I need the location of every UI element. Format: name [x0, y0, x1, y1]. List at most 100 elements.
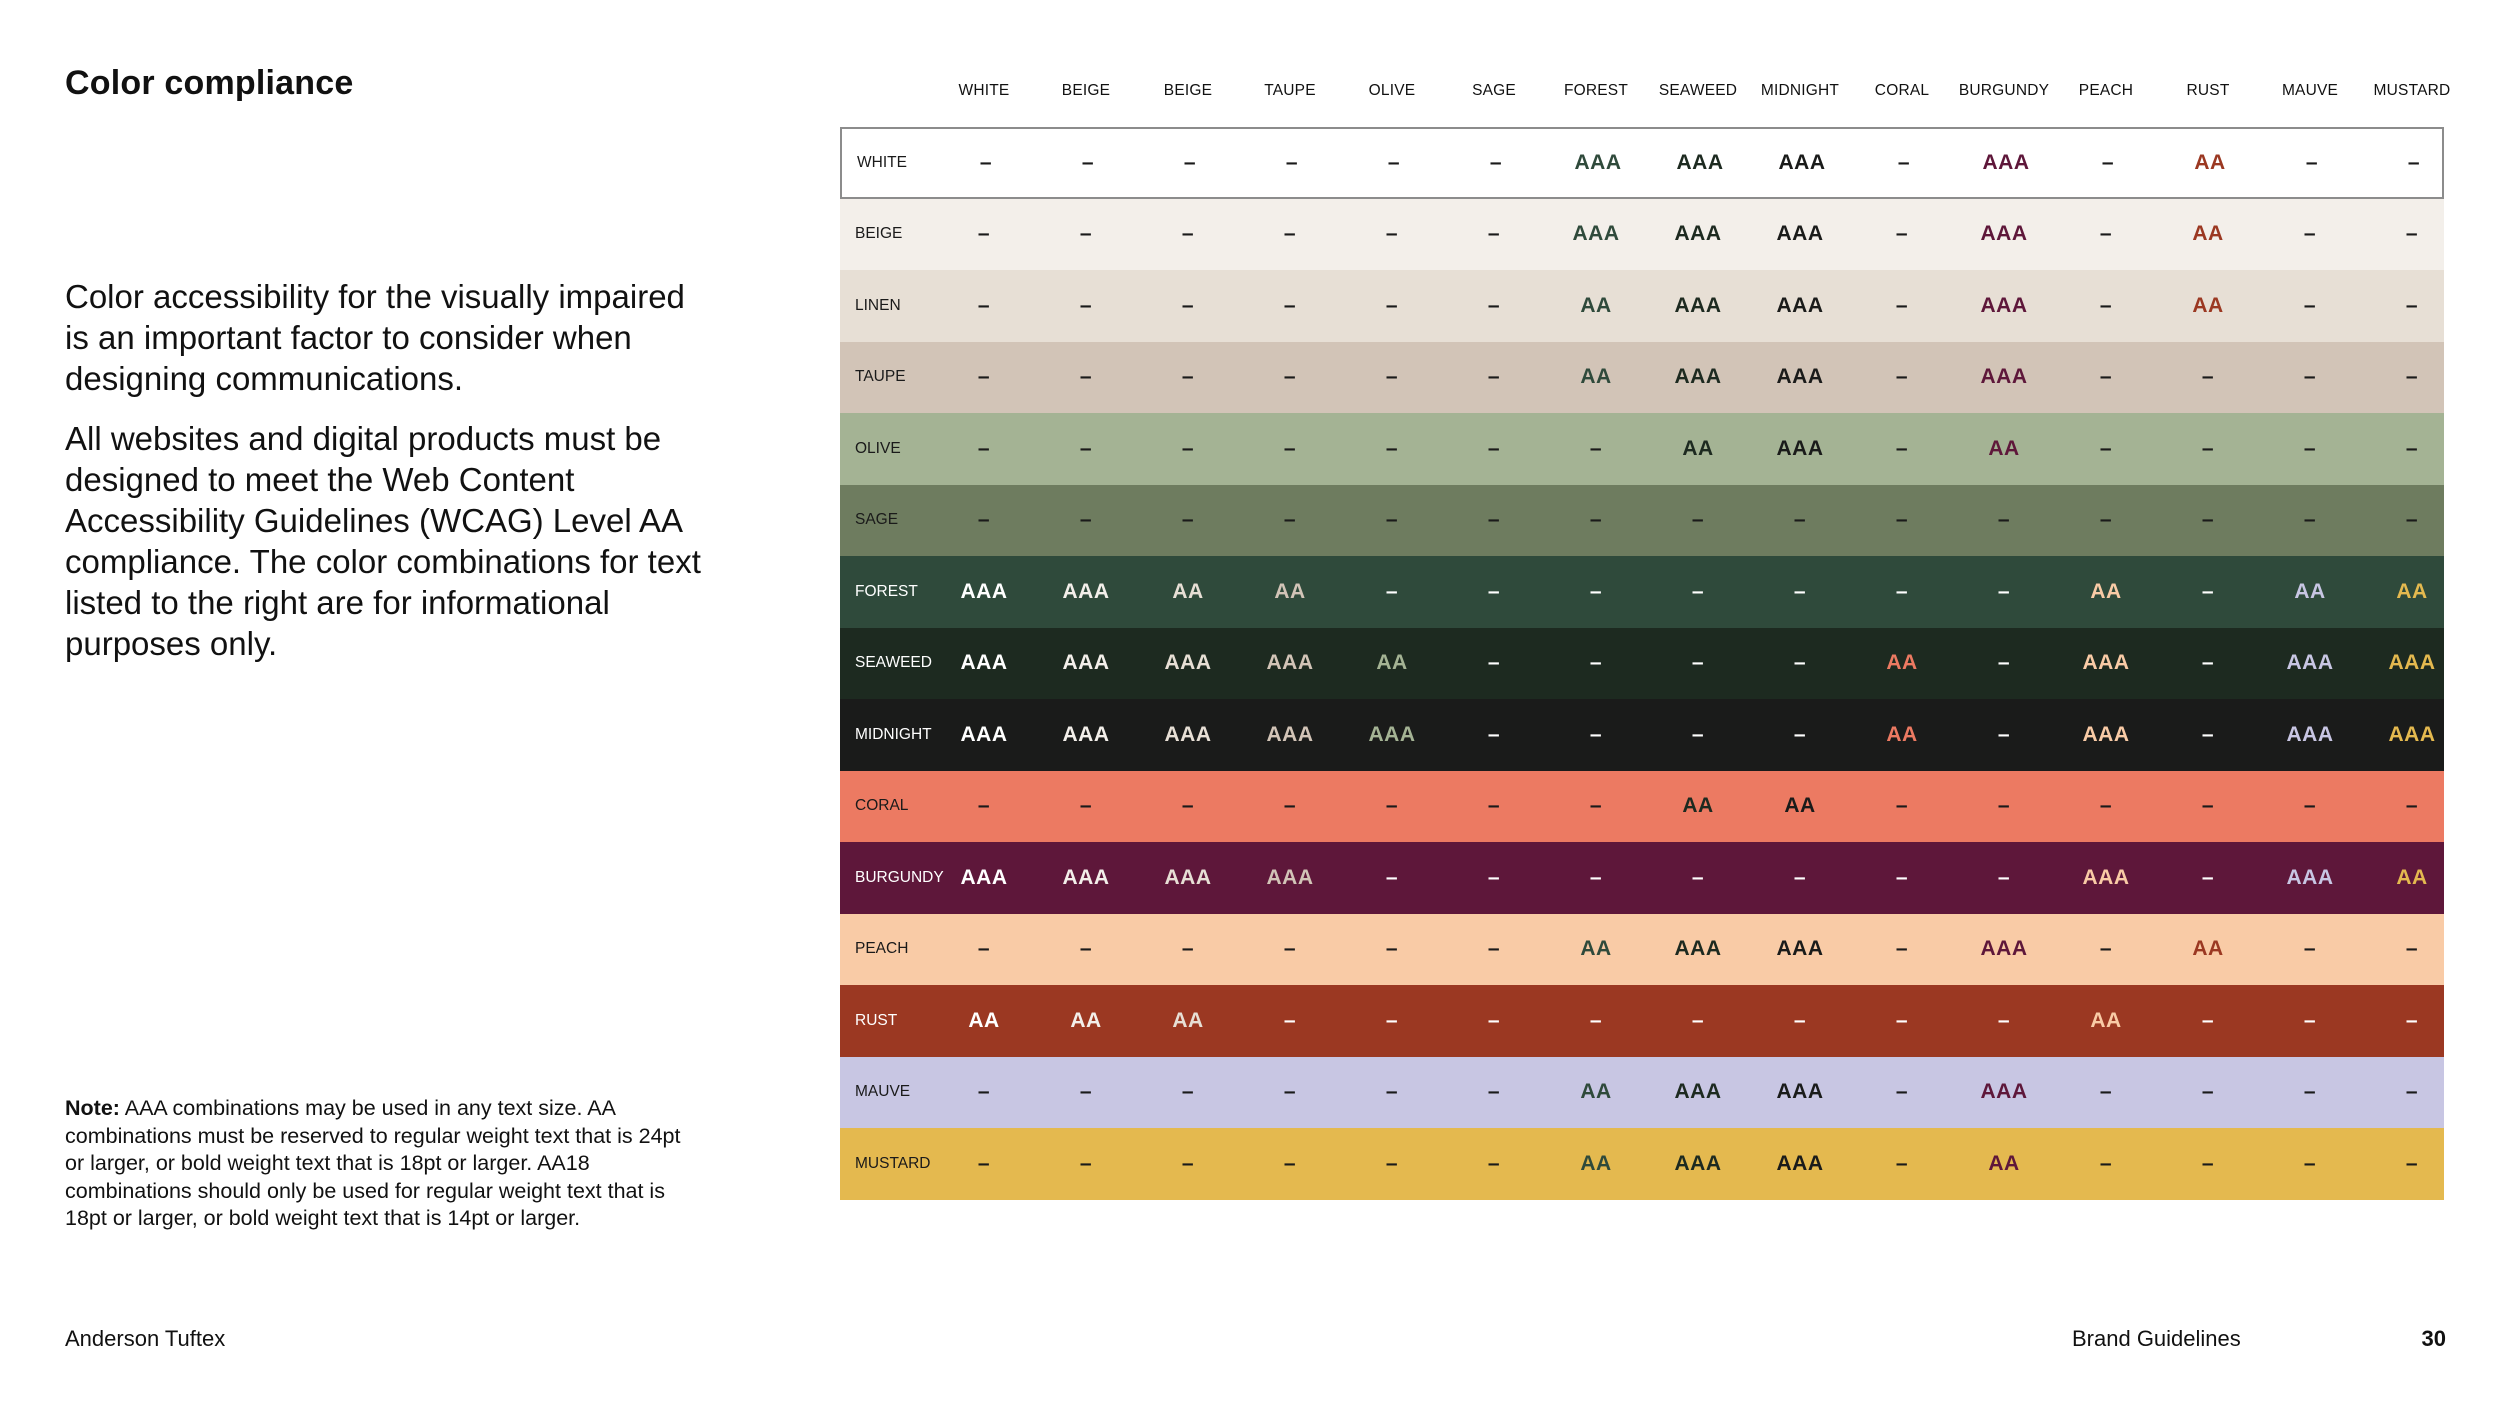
- compliance-cell: –: [2305, 150, 2319, 174]
- compliance-cell: AAA: [1776, 436, 1824, 460]
- compliance-cell: –: [1589, 1008, 1603, 1032]
- compliance-cell: –: [1385, 1151, 1399, 1175]
- compliance-cell: –: [2303, 222, 2317, 246]
- compliance-cell: AAA: [1676, 150, 1724, 174]
- compliance-cell: –: [1487, 222, 1501, 246]
- compliance-cell: –: [1897, 150, 1911, 174]
- color-compliance-matrix: WHITE – – – – – – AAA AAA AAA – AAA – AA – – BEIGE – – – – – –…: [840, 127, 2444, 1200]
- compliance-cell: –: [2303, 365, 2317, 389]
- compliance-cell: –: [1181, 937, 1195, 961]
- compliance-cell: –: [979, 150, 993, 174]
- compliance-cell: –: [1793, 865, 1807, 889]
- compliance-cell: –: [1895, 865, 1909, 889]
- compliance-cell: –: [2099, 937, 2113, 961]
- compliance-cell: AAA: [1062, 722, 1110, 746]
- compliance-cell: –: [1079, 794, 1093, 818]
- matrix-row: MUSTARD – – – – – – AA AAA AAA – AA – – – –: [840, 1128, 2444, 1200]
- compliance-cell: –: [977, 937, 991, 961]
- compliance-cell: –: [1385, 865, 1399, 889]
- compliance-cell: AAA: [1776, 293, 1824, 317]
- compliance-cell: –: [2201, 865, 2215, 889]
- compliance-cell: AAA: [1266, 865, 1314, 889]
- column-header: WHITE: [958, 82, 1010, 99]
- compliance-cell: –: [1283, 293, 1297, 317]
- compliance-cell: –: [2201, 508, 2215, 532]
- compliance-cell: –: [1793, 508, 1807, 532]
- compliance-cell: –: [1079, 937, 1093, 961]
- compliance-cell: AAA: [1164, 651, 1212, 675]
- compliance-cell: AA: [1274, 579, 1306, 603]
- compliance-cell: AA: [2192, 293, 2224, 317]
- compliance-cell: AAA: [2286, 722, 2334, 746]
- compliance-cell: –: [1385, 365, 1399, 389]
- compliance-cell: AAA: [2388, 722, 2436, 746]
- note-label: Note:: [65, 1096, 120, 1120]
- compliance-cell: –: [2201, 436, 2215, 460]
- matrix-row: MAUVE – – – – – – AA AAA AAA – AAA – – – –: [840, 1056, 2444, 1128]
- compliance-cell: AA: [1376, 651, 1408, 675]
- compliance-cell: –: [1181, 1080, 1195, 1104]
- compliance-cell: –: [2405, 436, 2419, 460]
- matrix-row: TAUPE – – – – – – AA AAA AAA – AAA – – – –: [840, 341, 2444, 413]
- compliance-cell: AA: [1886, 651, 1918, 675]
- compliance-cell: –: [2407, 150, 2421, 174]
- column-header: TAUPE: [1264, 82, 1316, 99]
- compliance-cell: –: [1691, 508, 1705, 532]
- compliance-cell: –: [1385, 1080, 1399, 1104]
- compliance-cell: –: [1487, 722, 1501, 746]
- compliance-cell: –: [1079, 1151, 1093, 1175]
- compliance-cell: –: [1691, 651, 1705, 675]
- compliance-cell: –: [2099, 293, 2113, 317]
- compliance-cell: –: [2099, 222, 2113, 246]
- compliance-cell: –: [1589, 722, 1603, 746]
- column-header: OLIVE: [1368, 82, 1416, 99]
- compliance-cell: AA: [1580, 937, 1612, 961]
- compliance-cell: AAA: [960, 722, 1008, 746]
- compliance-cell: AAA: [1674, 1080, 1722, 1104]
- compliance-cell: –: [1589, 794, 1603, 818]
- compliance-cell: –: [2099, 1080, 2113, 1104]
- compliance-cell: AAA: [1574, 150, 1622, 174]
- compliance-cell: –: [2303, 508, 2317, 532]
- compliance-cell: –: [1181, 365, 1195, 389]
- compliance-cell: AA: [1580, 293, 1612, 317]
- compliance-cell: AA: [1988, 436, 2020, 460]
- compliance-cell: –: [1079, 365, 1093, 389]
- compliance-cell: –: [1997, 508, 2011, 532]
- compliance-cell: –: [2099, 1151, 2113, 1175]
- row-label: MIDNIGHT: [855, 725, 932, 743]
- compliance-cell: AAA: [1776, 1151, 1824, 1175]
- footer-brand: Anderson Tuftex: [65, 1326, 226, 1351]
- compliance-cell: AAA: [1368, 722, 1416, 746]
- compliance-cell: AAA: [1982, 150, 2030, 174]
- compliance-cell: –: [1385, 1008, 1399, 1032]
- compliance-cell: –: [1793, 579, 1807, 603]
- row-label: BEIGE: [855, 225, 903, 243]
- row-label: MAUVE: [855, 1083, 911, 1101]
- compliance-cell: –: [1079, 508, 1093, 532]
- compliance-cell: –: [1387, 150, 1401, 174]
- compliance-cell: –: [1895, 1151, 1909, 1175]
- compliance-cell: AAA: [2286, 865, 2334, 889]
- compliance-cell: –: [1997, 794, 2011, 818]
- compliance-cell: –: [1079, 436, 1093, 460]
- compliance-cell: AA: [1988, 1151, 2020, 1175]
- compliance-cell: –: [1487, 1008, 1501, 1032]
- compliance-cell: –: [1283, 937, 1297, 961]
- matrix-row: SAGE – – – – – – – – – – – – – – –: [840, 484, 2444, 556]
- compliance-cell: –: [1283, 436, 1297, 460]
- compliance-cell: –: [1895, 436, 1909, 460]
- compliance-cell: –: [2405, 508, 2419, 532]
- compliance-cell: –: [1487, 937, 1501, 961]
- compliance-cell: –: [1283, 1008, 1297, 1032]
- compliance-cell: –: [1691, 722, 1705, 746]
- compliance-cell: –: [977, 794, 991, 818]
- compliance-cell: –: [2405, 222, 2419, 246]
- column-header: FOREST: [1563, 82, 1629, 99]
- compliance-cell: –: [977, 293, 991, 317]
- note: Note: AAA combinations may be used in an…: [65, 1095, 705, 1233]
- compliance-cell: AA: [2090, 579, 2122, 603]
- compliance-cell: –: [2405, 794, 2419, 818]
- compliance-cell: AA: [1172, 1008, 1204, 1032]
- matrix-row: FOREST AAA AAA AA AA – – – – – – – AA – AA AA: [840, 556, 2444, 628]
